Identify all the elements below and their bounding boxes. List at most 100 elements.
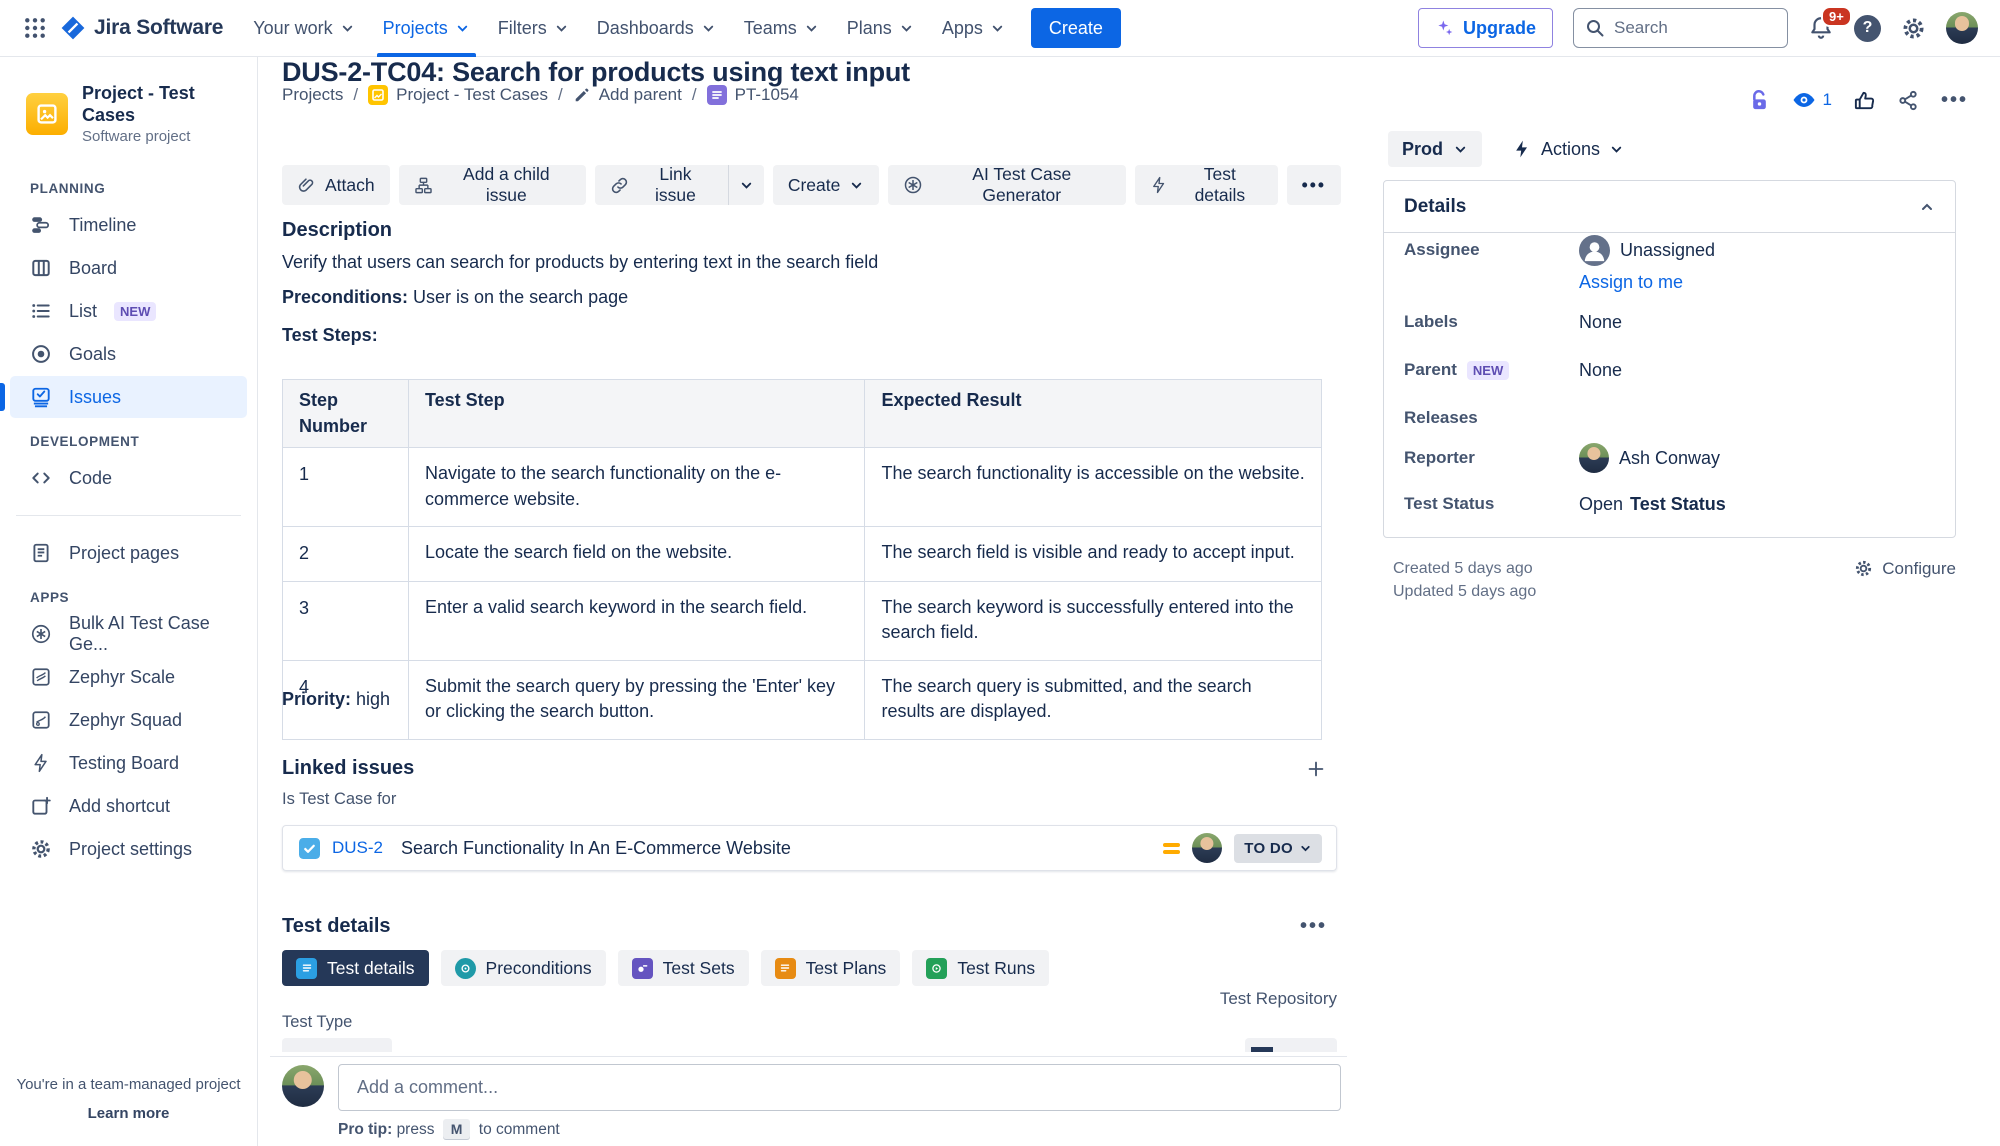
- zephyr-squad-icon: [30, 709, 52, 731]
- sidebar-item-zephyr-squad[interactable]: Zephyr Squad: [10, 699, 247, 741]
- nav-your-work[interactable]: Your work: [239, 0, 368, 57]
- nav-filters[interactable]: Filters: [484, 0, 583, 57]
- nav-plans[interactable]: Plans: [833, 0, 928, 57]
- breadcrumb-projects[interactable]: Projects: [282, 85, 343, 105]
- nav-dashboards[interactable]: Dashboards: [583, 0, 730, 57]
- issue-more-button[interactable]: •••: [1941, 89, 1968, 112]
- sidebar-item-testing-board[interactable]: Testing Board: [10, 742, 247, 784]
- linked-assignee-avatar[interactable]: [1192, 833, 1222, 863]
- create-button[interactable]: Create: [1031, 8, 1121, 48]
- test-details-more-button[interactable]: •••: [1300, 915, 1327, 938]
- app-switcher-icon[interactable]: [16, 9, 54, 47]
- test-status-value[interactable]: Open Test Status: [1579, 494, 1726, 515]
- linked-issue-card[interactable]: DUS-2 Search Functionality In An E-Comme…: [282, 825, 1337, 871]
- linked-issue-key[interactable]: DUS-2: [332, 838, 383, 858]
- linked-issue-title[interactable]: Search Functionality In An E-Commerce We…: [401, 838, 791, 859]
- add-child-issue-button[interactable]: Add a child issue: [399, 165, 586, 205]
- ai-test-case-generator-button[interactable]: AI Test Case Generator: [888, 165, 1126, 205]
- toolbar-more-button[interactable]: •••: [1287, 165, 1341, 205]
- details-panel-header[interactable]: Details: [1384, 181, 1955, 233]
- link-issue-more-button[interactable]: [728, 165, 764, 205]
- tab-test-plans[interactable]: Test Plans: [761, 950, 901, 986]
- search-input[interactable]: [1573, 8, 1788, 48]
- tab-test-details[interactable]: Test details: [282, 950, 429, 986]
- like-button[interactable]: [1853, 89, 1876, 112]
- chevron-down-icon: [554, 21, 569, 36]
- repository-panel-cutoff: [1245, 1038, 1337, 1052]
- board-icon: [30, 257, 52, 279]
- nav-apps[interactable]: Apps: [928, 0, 1019, 57]
- sidebar-item-project-settings[interactable]: Project settings: [10, 828, 247, 870]
- top-navigation: Jira Software Your work Projects Filters…: [0, 0, 2000, 57]
- description-text[interactable]: Verify that users can search for product…: [282, 249, 1341, 275]
- cell-test-step: Enter a valid search keyword in the sear…: [408, 581, 865, 660]
- test-repository-link[interactable]: Test Repository: [282, 989, 1341, 1009]
- link-issue-button[interactable]: Link issue: [595, 165, 728, 205]
- learn-more-link[interactable]: Learn more: [0, 1105, 257, 1122]
- breadcrumb-issue-key[interactable]: PT-1054: [707, 85, 799, 105]
- timeline-icon: [30, 214, 52, 236]
- comment-input[interactable]: [338, 1064, 1341, 1111]
- updated-timestamp: Updated 5 days ago: [1393, 580, 1956, 603]
- reporter-value[interactable]: Ash Conway: [1579, 443, 1720, 473]
- settings-button[interactable]: [1901, 16, 1926, 41]
- priority-medium-icon: [1163, 843, 1180, 854]
- labels-value[interactable]: None: [1579, 312, 1622, 333]
- assignee-value[interactable]: Unassigned: [1579, 235, 1715, 266]
- current-user-avatar: [282, 1065, 324, 1107]
- assign-to-me-link[interactable]: Assign to me: [1579, 272, 1683, 293]
- sidebar-item-board[interactable]: Board: [10, 247, 247, 289]
- sidebar-item-bulk-ai[interactable]: Bulk AI Test Case Ge...: [10, 613, 247, 655]
- tab-test-sets[interactable]: Test Sets: [618, 950, 749, 986]
- breadcrumb-project[interactable]: Project - Test Cases: [368, 85, 548, 105]
- gear-icon: [30, 838, 52, 860]
- tab-preconditions[interactable]: Preconditions: [441, 950, 606, 986]
- sidebar-item-goals[interactable]: Goals: [10, 333, 247, 375]
- comment-divider: [270, 1056, 1347, 1057]
- watch-button[interactable]: 1: [1792, 88, 1832, 112]
- sidebar-item-code[interactable]: Code: [10, 457, 247, 499]
- test-details-button[interactable]: Test details: [1135, 165, 1278, 205]
- chevron-down-icon: [990, 21, 1005, 36]
- unlock-icon: [1748, 89, 1771, 112]
- create-dropdown-button[interactable]: Create: [773, 165, 880, 205]
- configure-button[interactable]: Configure: [1854, 557, 1956, 580]
- tab-test-runs[interactable]: Test Runs: [912, 950, 1049, 986]
- chevron-down-icon: [849, 178, 864, 193]
- chevron-down-icon: [739, 178, 754, 193]
- linked-issue-meta: TO DO: [1163, 833, 1322, 863]
- notifications-button[interactable]: 9+: [1808, 15, 1834, 41]
- nav-projects[interactable]: Projects: [369, 0, 484, 57]
- releases-label: Releases: [1404, 408, 1579, 428]
- help-button[interactable]: ?: [1854, 15, 1881, 42]
- breadcrumb-add-parent[interactable]: Add parent: [573, 85, 682, 105]
- labels-label: Labels: [1404, 312, 1579, 332]
- linked-status-dropdown[interactable]: TO DO: [1234, 834, 1322, 863]
- status-dropdown[interactable]: Prod: [1388, 131, 1482, 167]
- project-avatar-icon: [368, 85, 388, 105]
- parent-value[interactable]: None: [1579, 360, 1622, 381]
- assignee-label: Assignee: [1404, 240, 1579, 260]
- nav-teams[interactable]: Teams: [730, 0, 833, 57]
- share-button[interactable]: [1897, 89, 1920, 112]
- field-assign-to-me: Assign to me: [1404, 271, 1935, 293]
- test-details-heading: Test details: [282, 915, 391, 938]
- sidebar-item-list[interactable]: List NEW: [10, 290, 247, 332]
- attach-button[interactable]: Attach: [282, 165, 390, 205]
- sidebar-item-project-pages[interactable]: Project pages: [10, 532, 247, 574]
- test-type-select[interactable]: [282, 1038, 392, 1052]
- jira-logo[interactable]: Jira Software: [60, 15, 223, 41]
- preconditions-line[interactable]: Preconditions: User is on the search pag…: [282, 287, 1341, 308]
- sidebar-item-add-shortcut[interactable]: Add shortcut: [10, 785, 247, 827]
- sidebar-item-issues[interactable]: Issues: [10, 376, 247, 418]
- sidebar-item-timeline[interactable]: Timeline: [10, 204, 247, 246]
- sidebar-item-zephyr-scale[interactable]: Zephyr Scale: [10, 656, 247, 698]
- actions-dropdown[interactable]: Actions: [1512, 139, 1624, 160]
- add-linked-issue-button[interactable]: [1305, 758, 1327, 780]
- user-avatar[interactable]: [1946, 12, 1978, 44]
- upgrade-button[interactable]: Upgrade: [1418, 8, 1553, 48]
- jira-logo-icon: [60, 15, 86, 41]
- restrictions-button[interactable]: [1748, 89, 1771, 112]
- sidebar-item-label: Add shortcut: [69, 796, 170, 817]
- project-header[interactable]: Project - Test Cases Software project: [0, 57, 257, 165]
